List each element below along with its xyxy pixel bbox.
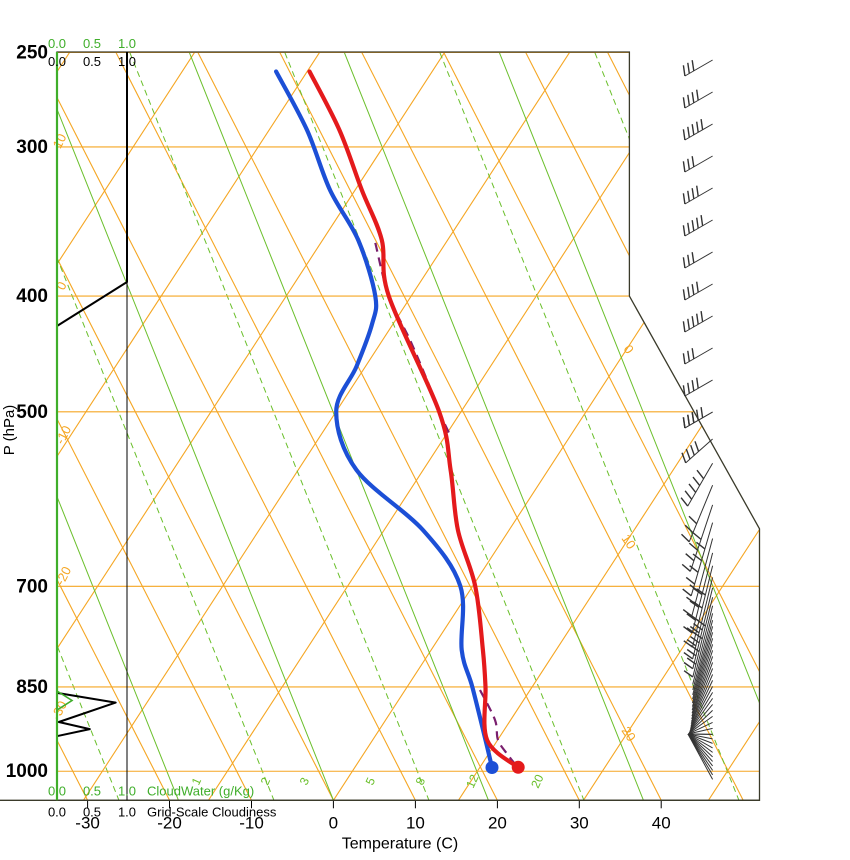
svg-text:Temperature (C): Temperature (C) [342,835,458,852]
svg-text:1.0: 1.0 [118,54,136,69]
svg-text:0.0: 0.0 [48,36,66,51]
svg-text:20: 20 [488,813,507,832]
svg-text:10: 10 [406,813,425,832]
svg-text:1000: 1000 [6,761,48,782]
svg-text:0.0: 0.0 [48,804,66,819]
svg-text:0.5: 0.5 [83,36,101,51]
svg-text:CloudWater (g/Kg): CloudWater (g/Kg) [147,783,254,798]
svg-text:700: 700 [16,576,48,597]
svg-text:400: 400 [16,286,48,307]
svg-text:1.0: 1.0 [118,783,136,798]
svg-text:0.5: 0.5 [83,783,101,798]
svg-text:0.5: 0.5 [83,54,101,69]
svg-text:1.0: 1.0 [118,36,136,51]
svg-text:Grid-Scale Cloudiness: Grid-Scale Cloudiness [147,804,277,819]
svg-text:300: 300 [16,137,48,158]
svg-text:850: 850 [16,677,48,698]
svg-text:0.0: 0.0 [48,783,66,798]
svg-text:0.5: 0.5 [83,804,101,819]
svg-text:0.0: 0.0 [48,54,66,69]
svg-text:250: 250 [16,42,48,63]
svg-text:30: 30 [570,813,589,832]
svg-text:40: 40 [652,813,671,832]
svg-text:0: 0 [329,813,338,832]
svg-text:1.0: 1.0 [118,804,136,819]
svg-text:500: 500 [16,402,48,423]
svg-text:P (hPa): P (hPa) [1,405,18,456]
